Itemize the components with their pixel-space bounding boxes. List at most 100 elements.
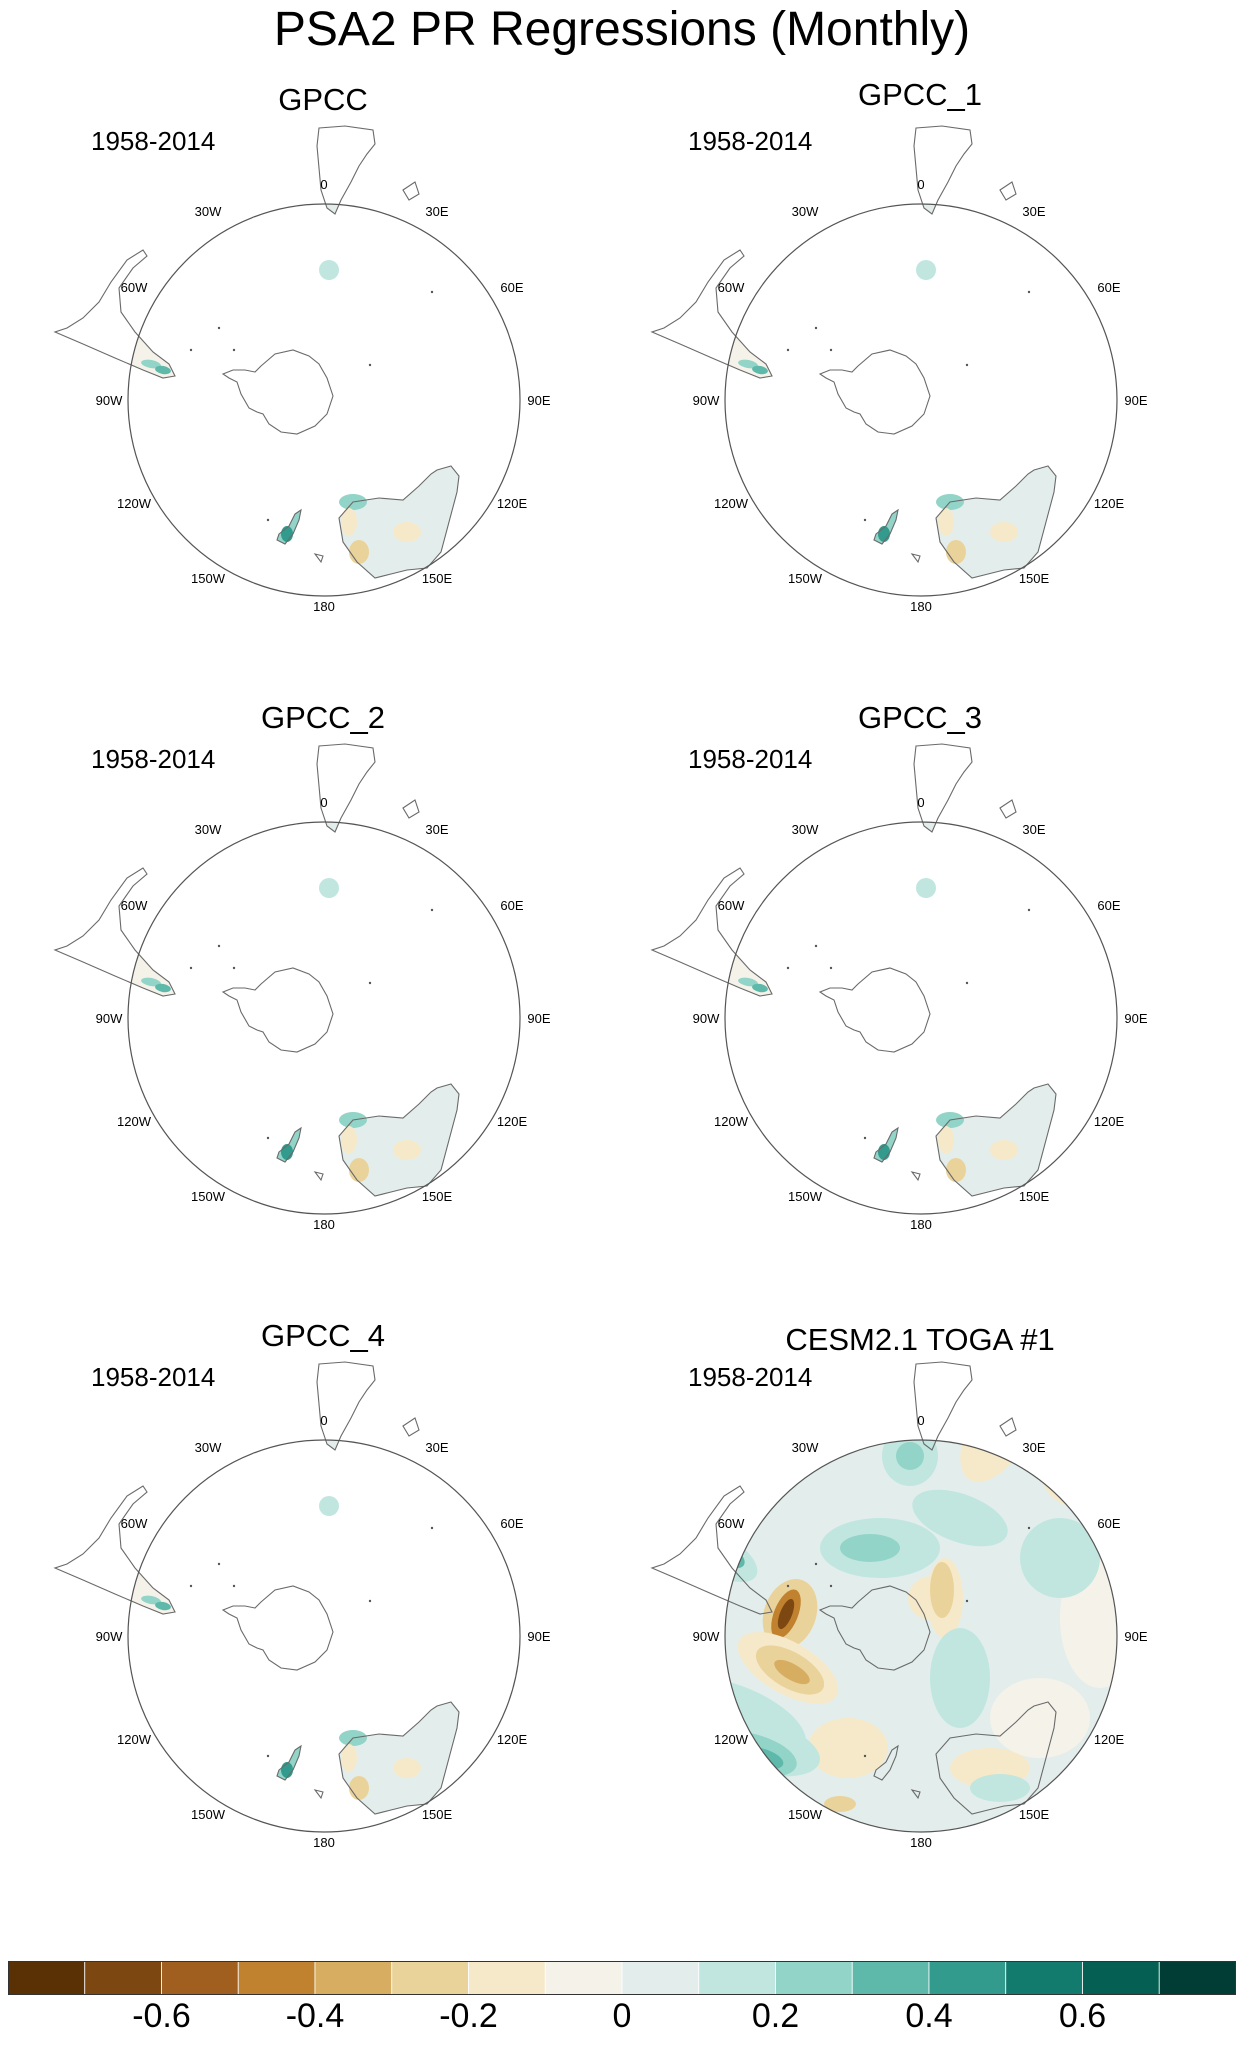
longitude-label: 90W [96, 1011, 123, 1026]
coastline-newzealand [276, 1744, 302, 1781]
longitude-label: 30E [1022, 822, 1045, 837]
panel-years: 1958-2014 [688, 744, 813, 774]
longitude-label: 180 [910, 1835, 932, 1850]
longitude-label: 120W [714, 1732, 749, 1747]
longitude-label: 150E [422, 571, 453, 586]
coastline-samerica [53, 249, 176, 379]
precip-anomaly [938, 508, 954, 536]
panel-years: 1958-2014 [91, 126, 216, 156]
precip-anomaly [1020, 1518, 1100, 1598]
precip-anomaly [319, 260, 339, 280]
longitude-label: 150W [191, 1189, 226, 1204]
coastline-newzealand [873, 508, 899, 545]
coastline-tasmania [910, 553, 921, 564]
island [232, 966, 236, 970]
map-field [128, 204, 520, 596]
coastline-newzealand [873, 1744, 899, 1781]
longitude-label: 150E [1019, 1807, 1050, 1822]
longitude-label: 30E [1022, 204, 1045, 219]
map-boundary [724, 821, 1118, 1215]
island [863, 1754, 867, 1758]
precip-anomaly [141, 1595, 161, 1605]
longitude-label: 150W [191, 1807, 226, 1822]
precip-anomaly [349, 540, 369, 564]
island [217, 326, 221, 330]
longitude-label: 180 [313, 1217, 335, 1232]
coastline-australia [935, 1701, 1057, 1815]
precip-anomaly [734, 1440, 786, 1445]
panel-title: GPCC_3 [857, 700, 983, 735]
longitude-label: 60W [718, 898, 745, 913]
coastline-samerica [650, 1485, 773, 1615]
longitude-label: 0 [917, 177, 924, 192]
longitude-label: 180 [313, 1835, 335, 1850]
longitude-label: 120E [497, 1114, 528, 1129]
island [430, 1526, 434, 1530]
precip-anomaly [341, 1744, 357, 1772]
polar-map: 0 30E 60E 90E 120E 150E 180 150W 120W 90W 60W 30W [53, 743, 551, 1232]
colorbar-label: -0.2 [439, 1997, 498, 2035]
precip-anomaly [960, 1440, 1040, 1483]
precip-anomaly [281, 526, 293, 542]
precip-anomaly [930, 1562, 954, 1618]
longitude-label: 30E [425, 1440, 448, 1455]
coastline-antarctica [818, 967, 931, 1053]
australia-fill [936, 466, 1056, 578]
island [863, 518, 867, 522]
panel-title: GPCC [278, 82, 368, 117]
samerica-fill [725, 250, 772, 378]
precip-anomaly [808, 1718, 888, 1778]
longitude-label: 30W [195, 204, 222, 219]
longitude-label: 30E [1022, 1440, 1045, 1455]
colorbar-swatch [544, 1961, 623, 1995]
island [217, 944, 221, 948]
longitude-label: 60W [718, 1516, 745, 1531]
coastlines [53, 743, 460, 1197]
longitude-label: 90W [693, 393, 720, 408]
colorbar-swatch [851, 1961, 930, 1995]
precip-anomaly [777, 1598, 795, 1630]
precip-anomaly [916, 260, 936, 280]
coastline-madagascar [999, 1417, 1017, 1437]
coastline-newzealand [873, 1126, 899, 1163]
precip-anomaly [696, 1536, 716, 1551]
longitude-label: 180 [313, 599, 335, 614]
longitude-label: 60W [718, 280, 745, 295]
longitude-label: 150E [422, 1189, 453, 1204]
precip-anomaly [1040, 1440, 1117, 1508]
panel-title: GPCC_1 [857, 77, 983, 112]
island [189, 1584, 193, 1588]
precip-anomaly [912, 1489, 1008, 1547]
longitude-label: 90E [1124, 1011, 1147, 1026]
precip-anomaly [896, 1442, 924, 1470]
island [1027, 1526, 1031, 1530]
island [368, 363, 372, 367]
island [430, 908, 434, 912]
longitude-label: 30W [195, 822, 222, 837]
longitude-label: 0 [320, 1413, 327, 1428]
longitude-label: 120E [497, 1732, 528, 1747]
precip-anomaly [990, 1678, 1090, 1758]
coastline-madagascar [999, 181, 1017, 201]
precip-anomaly [738, 359, 758, 369]
panel-title: CESM2.1 TOGA #1 [785, 1322, 1055, 1357]
colorbar-swatch [928, 1961, 1007, 1995]
island [1027, 290, 1031, 294]
longitude-label: 150W [788, 1189, 823, 1204]
coastline-africa [913, 125, 973, 215]
precip-anomaly [752, 983, 768, 993]
coastline-newzealand [276, 508, 302, 545]
longitude-label: 60E [500, 1516, 523, 1531]
longitude-label: 30W [792, 1440, 819, 1455]
longitude-label: 150E [1019, 571, 1050, 586]
longitude-label: 90W [693, 1011, 720, 1026]
samerica-fill [128, 868, 175, 996]
island [965, 981, 969, 985]
map-boundary [127, 203, 521, 597]
colorbar-frame [8, 1961, 1236, 1995]
africa-fill [914, 822, 972, 832]
coastline-madagascar [402, 799, 420, 819]
precip-anomaly [946, 540, 966, 564]
coastline-australia [338, 465, 460, 579]
coastline-madagascar [402, 1417, 420, 1437]
